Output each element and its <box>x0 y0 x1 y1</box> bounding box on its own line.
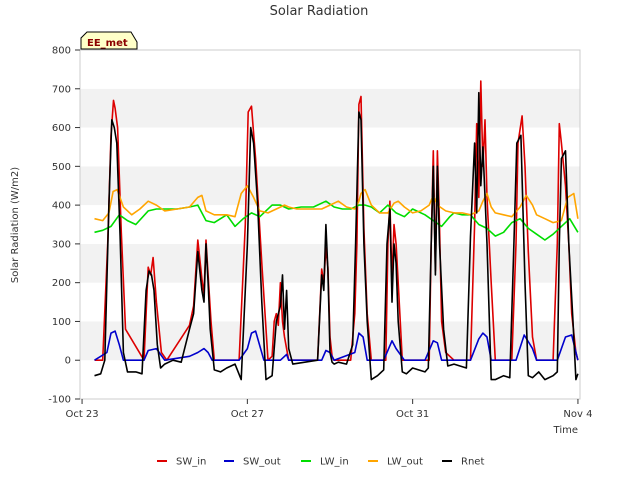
plot-band <box>80 127 580 167</box>
y-axis-ticks: -100 0 100 200 300 400 500 600 700 800 <box>48 46 80 406</box>
x-axis-label: Time <box>553 425 578 436</box>
x-tick-label: Oct 23 <box>65 409 98 420</box>
y-tick-label: 200 <box>52 278 71 289</box>
y-tick-label: -100 <box>48 395 71 406</box>
plot-band <box>80 205 580 244</box>
y-tick-label: 500 <box>52 162 71 173</box>
x-axis-ticks: Oct 23 Oct 27 Oct 31 Nov 4 <box>65 399 592 420</box>
plot-band <box>80 243 580 283</box>
badge-label: EE_met <box>87 38 128 49</box>
legend-label: SW_in <box>176 457 206 468</box>
y-axis-label: Solar Radiation (W/m2) <box>10 167 21 283</box>
legend-label: SW_out <box>243 457 281 468</box>
legend-item-lw-in: LW_in <box>301 457 349 468</box>
y-tick-label: 0 <box>65 356 71 367</box>
x-tick-label: Oct 27 <box>231 409 264 420</box>
y-tick-label: 100 <box>52 317 71 328</box>
plot-frame <box>79 49 581 400</box>
plot-band <box>80 360 580 399</box>
plot-background-bands <box>80 50 580 399</box>
series-line-lw-out <box>94 184 579 224</box>
y-tick-label: 700 <box>52 84 71 95</box>
series-line-rnet <box>94 91 579 381</box>
legend-item-sw-in: SW_in <box>157 457 206 468</box>
legend-label: Rnet <box>461 457 484 468</box>
plot-band <box>80 166 580 206</box>
badge-shape <box>80 31 138 50</box>
station-badge: EE_met <box>80 31 138 50</box>
legend-item-sw-out: SW_out <box>224 457 281 468</box>
plot-band <box>80 88 580 128</box>
x-tick-label: Nov 4 <box>563 409 592 420</box>
legend-item-lw-out: LW_out <box>368 457 423 468</box>
y-tick-label: 800 <box>52 46 71 57</box>
y-tick-label: 300 <box>52 239 71 250</box>
legend: SW_in SW_out LW_in LW_out Rnet <box>157 457 484 468</box>
x-tick-label: Oct 31 <box>396 409 429 420</box>
plot-band <box>80 50 580 89</box>
y-tick-label: 600 <box>52 123 71 134</box>
legend-label: LW_out <box>387 457 423 468</box>
legend-label: LW_in <box>320 457 349 468</box>
y-tick-label: 400 <box>52 201 71 212</box>
series-lines <box>94 80 579 381</box>
series-line-sw-out <box>94 330 579 362</box>
chart-title: Solar Radiation <box>270 4 369 19</box>
legend-item-rnet: Rnet <box>442 457 484 468</box>
